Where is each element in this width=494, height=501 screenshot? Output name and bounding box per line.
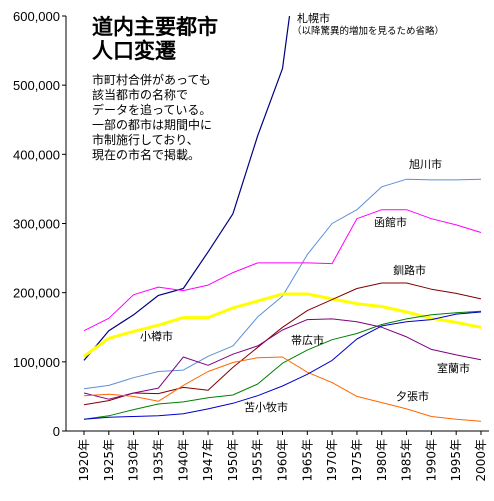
- x-tick-label: 1975年: [350, 439, 364, 482]
- x-tick-label: 1960年: [276, 439, 290, 482]
- y-tick-label: 300,000: [13, 217, 60, 232]
- x-tick-label: 1940年: [176, 439, 190, 482]
- label-muroran: 室蘭市: [437, 361, 470, 375]
- chart-axes: 0 100,000 200,000 300,000 400,000 500,000 600,…: [13, 9, 489, 482]
- note-line-3: データを追っている。: [92, 102, 211, 117]
- y-tick-label: 0: [53, 424, 60, 439]
- label-otaru: 小樽市: [140, 329, 173, 343]
- label-obihiro: 帯広市: [291, 333, 324, 347]
- y-tick-label: 100,000: [13, 355, 60, 370]
- y-tick-label: 200,000: [13, 286, 60, 301]
- chart-title-line-1: 道内主要都市: [92, 14, 218, 39]
- series-line: [83, 178, 482, 390]
- label-hakodate: 函館市: [374, 215, 407, 229]
- label-asahikawa: 旭川市: [409, 157, 442, 171]
- label-kushiro: 釧路市: [393, 263, 426, 277]
- series-line: [83, 15, 291, 361]
- x-tick-label: 1935年: [151, 439, 165, 482]
- x-tick-label: 1947年: [201, 439, 215, 482]
- note-line-5: 市制施行しており、: [92, 132, 199, 147]
- y-tick-label: 600,000: [13, 9, 60, 24]
- note-line-2: 該当都市の名称で: [92, 87, 188, 102]
- y-tick-label: 500,000: [13, 78, 60, 93]
- series-line: [83, 311, 482, 420]
- x-tick-label: 1985年: [400, 439, 414, 482]
- note-line-4: 一部の都市は期間中に: [92, 117, 212, 132]
- x-tick-label: 1965年: [300, 439, 314, 482]
- series-line: [83, 310, 482, 420]
- label-tomakomai: 苫小牧市: [244, 400, 288, 414]
- label-yubari: 夕張市: [396, 389, 429, 403]
- note-line-1: 市町村合併があっても: [92, 72, 211, 87]
- series-line: [83, 209, 482, 332]
- x-tick-label: 1920年: [77, 439, 91, 482]
- series-line: [83, 356, 482, 422]
- x-tick-label: 1990年: [424, 439, 438, 482]
- x-tick-label: 1925年: [102, 439, 116, 482]
- x-tick-label: 1995年: [449, 439, 463, 482]
- series-line: [83, 282, 482, 406]
- x-tick-label: 1955年: [251, 439, 265, 482]
- x-tick-label: 1930年: [127, 439, 141, 482]
- chart-series: [83, 15, 482, 422]
- series-line: [83, 318, 482, 400]
- series-line: [83, 292, 482, 358]
- y-tick-label: 400,000: [13, 147, 60, 162]
- note-line-6: 現在の市名で掲載。: [92, 147, 200, 162]
- label-sapporo-note: （以降驚異的増加を見るため省略）: [292, 25, 444, 37]
- x-tick-label: 1950年: [226, 439, 240, 482]
- chart-title-line-2: 人口変遷: [92, 38, 176, 63]
- label-sapporo: 札幌市: [297, 11, 330, 25]
- x-tick-label: 2000年: [474, 439, 488, 482]
- x-tick-label: 1970年: [325, 439, 339, 482]
- x-tick-label: 1980年: [375, 439, 389, 482]
